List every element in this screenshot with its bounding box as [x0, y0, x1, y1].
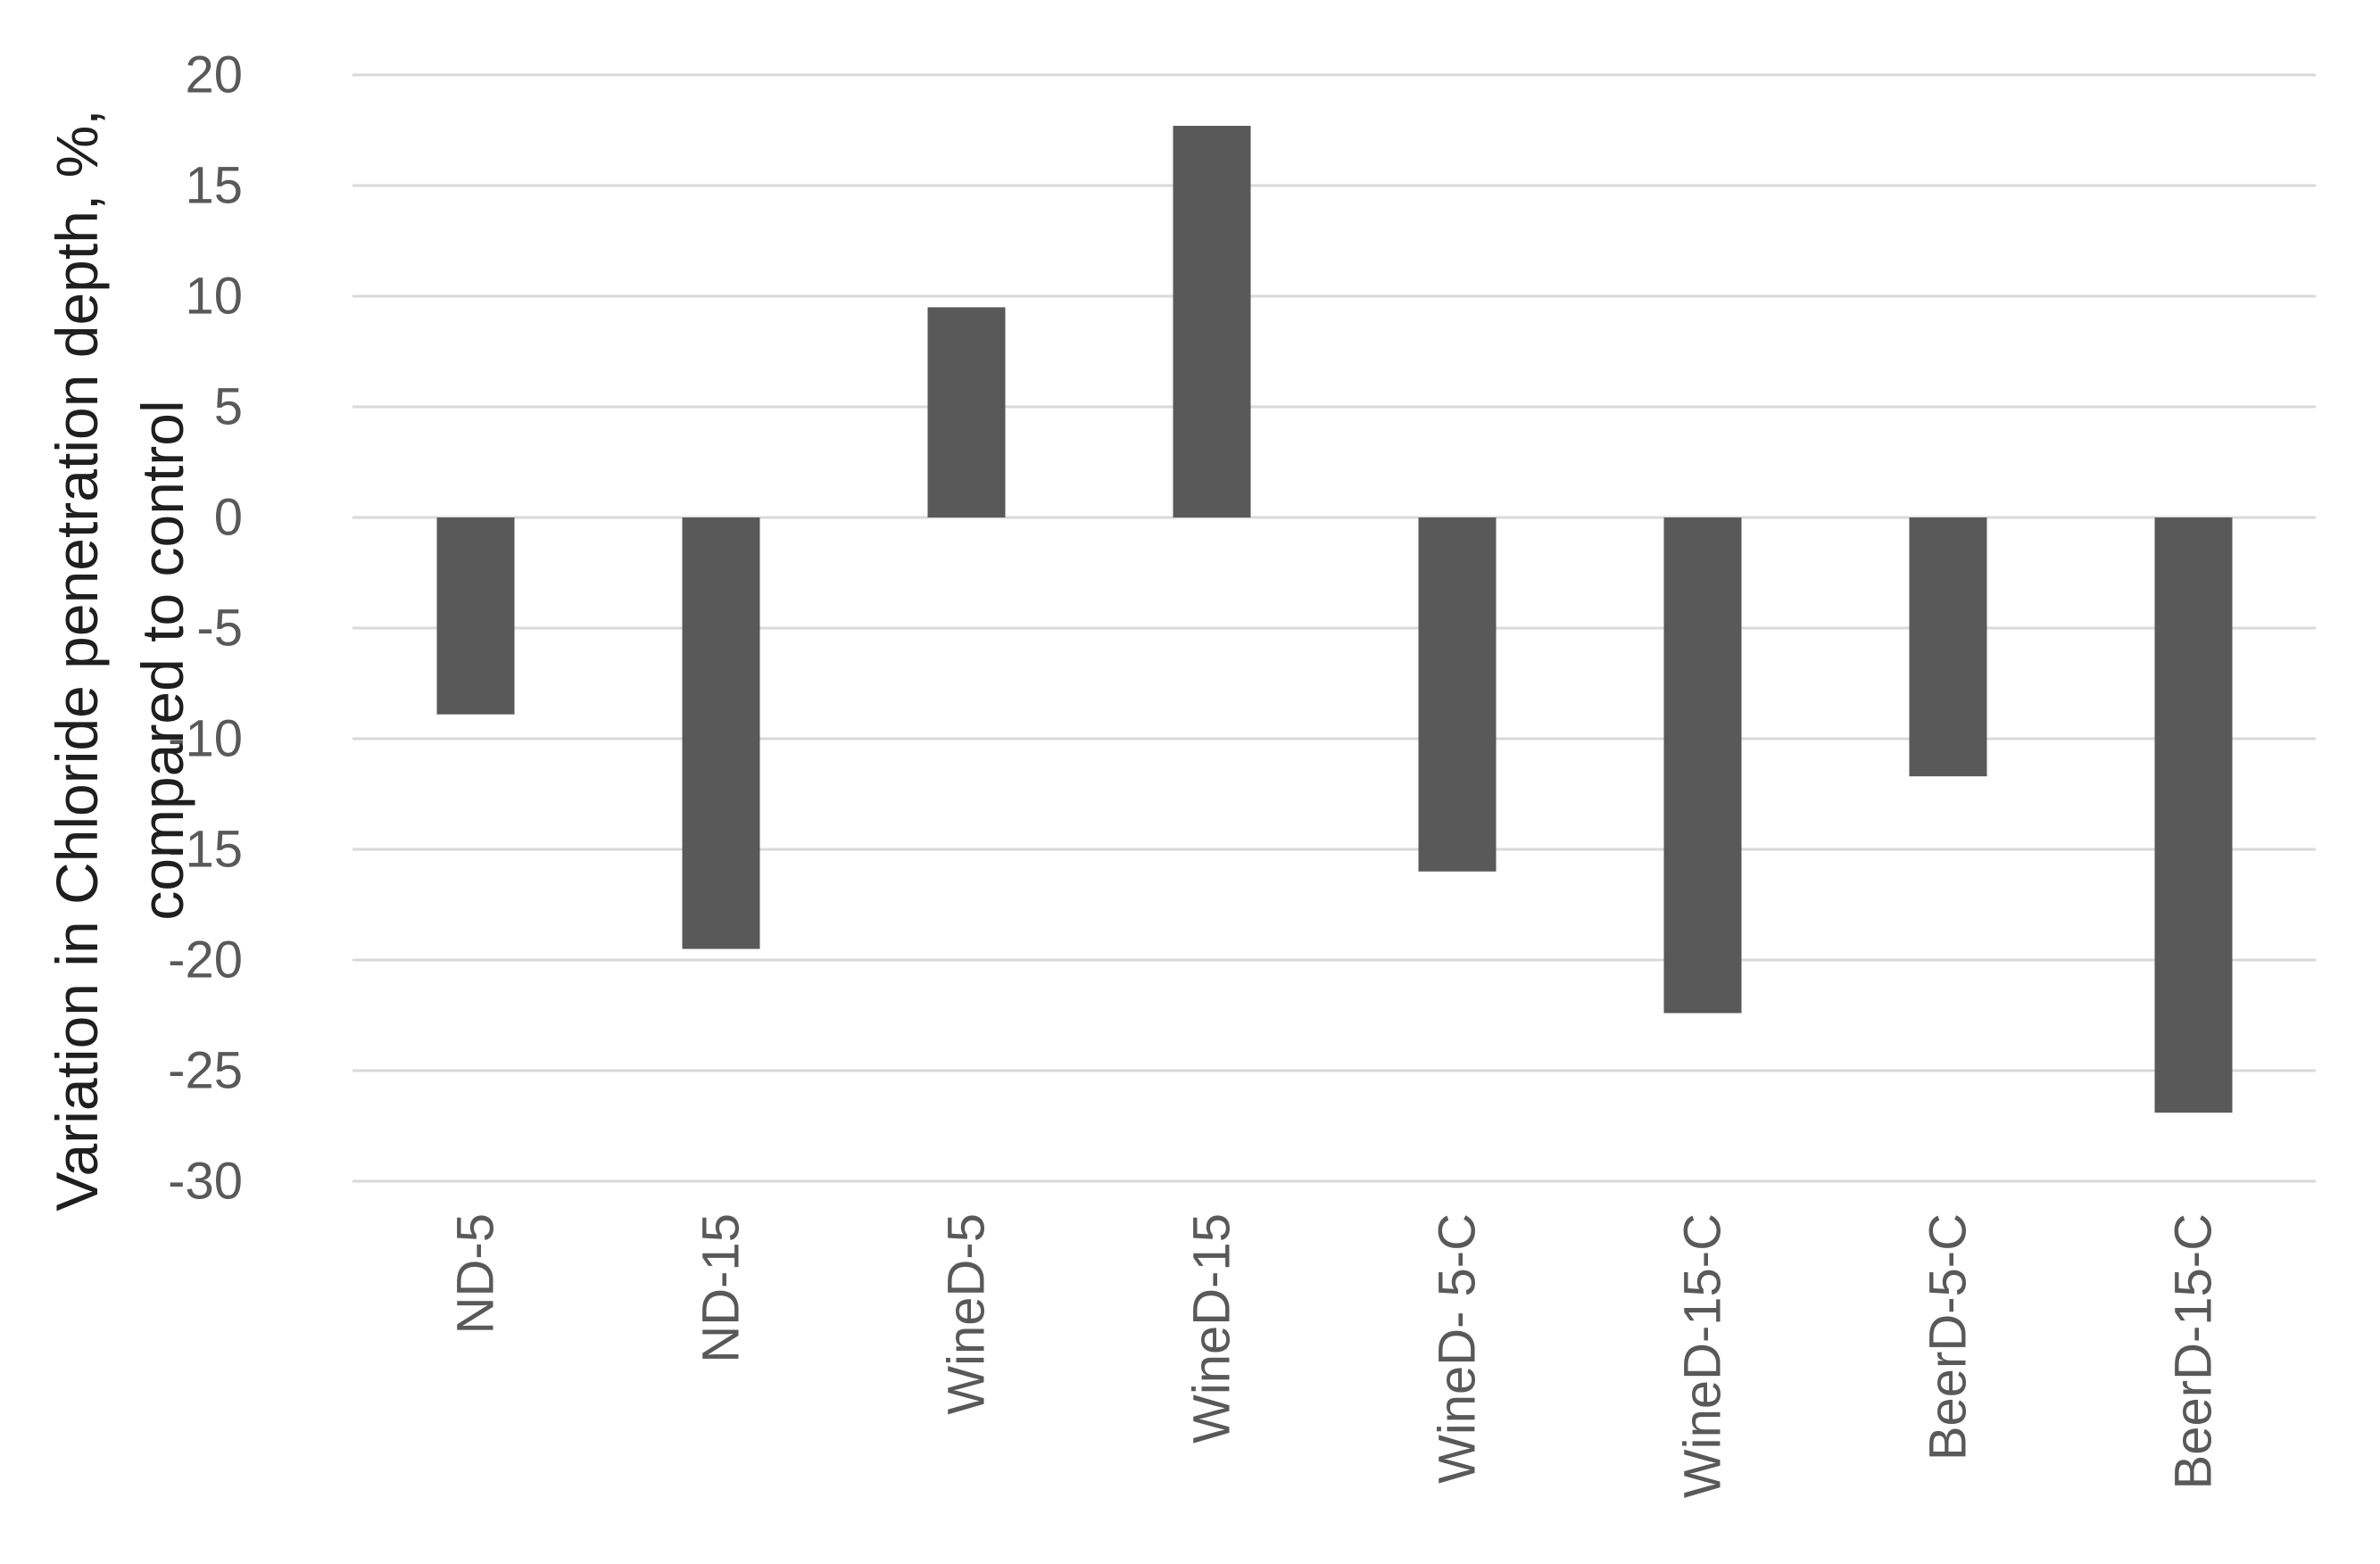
x-tick-label: WineD-5 [938, 1213, 996, 1415]
x-tick-label: WineD- 5-C [1429, 1213, 1487, 1484]
y-tick-label: 20 [185, 46, 243, 104]
bar [1418, 517, 1497, 872]
y-tick-label: 10 [185, 268, 243, 326]
y-tick-label: -30 [168, 1153, 243, 1211]
y-axis-title-line-2: compared to control [129, 400, 195, 920]
y-tick-label: 0 [214, 489, 243, 547]
bar [436, 517, 515, 715]
bar [1173, 126, 1251, 518]
y-tick-label: -5 [196, 600, 243, 658]
x-tick-label: WineD-15 [1183, 1213, 1241, 1444]
y-tick-label: 15 [185, 157, 243, 215]
bar [682, 517, 760, 949]
x-tick-label: WineD-15-C [1674, 1213, 1732, 1498]
gridlines [352, 73, 2316, 1183]
x-tick-label: ND-15 [692, 1213, 750, 1363]
y-tick-label: -20 [168, 931, 243, 989]
bar [1663, 517, 1742, 1014]
bar [927, 307, 1006, 517]
y-axis-title-line-1: Variation in Chloride penetration depth,… [44, 109, 110, 1211]
y-axis-title: Variation in Chloride penetration depth,… [44, 109, 195, 1211]
bar [2154, 517, 2233, 1113]
y-tick-label: -15 [168, 821, 243, 879]
y-tick-label: 5 [214, 378, 243, 436]
y-tick-label: -10 [168, 710, 243, 768]
x-tick-label: ND-5 [447, 1213, 505, 1334]
bar [1909, 517, 1987, 777]
x-tick-label: BeerD-5-C [1920, 1213, 1978, 1461]
bars [436, 126, 2233, 1113]
x-tick-label: BeerD-15-C [2165, 1213, 2223, 1489]
y-tick-label: -25 [168, 1042, 243, 1100]
y-tick-labels: 20 15 10 5 0 -5 -10 -15 -20 -25 -30 [168, 46, 243, 1211]
x-tick-labels: ND-5 ND-15 WineD-5 WineD-15 WineD- 5-C WineD-… [447, 1213, 2223, 1498]
